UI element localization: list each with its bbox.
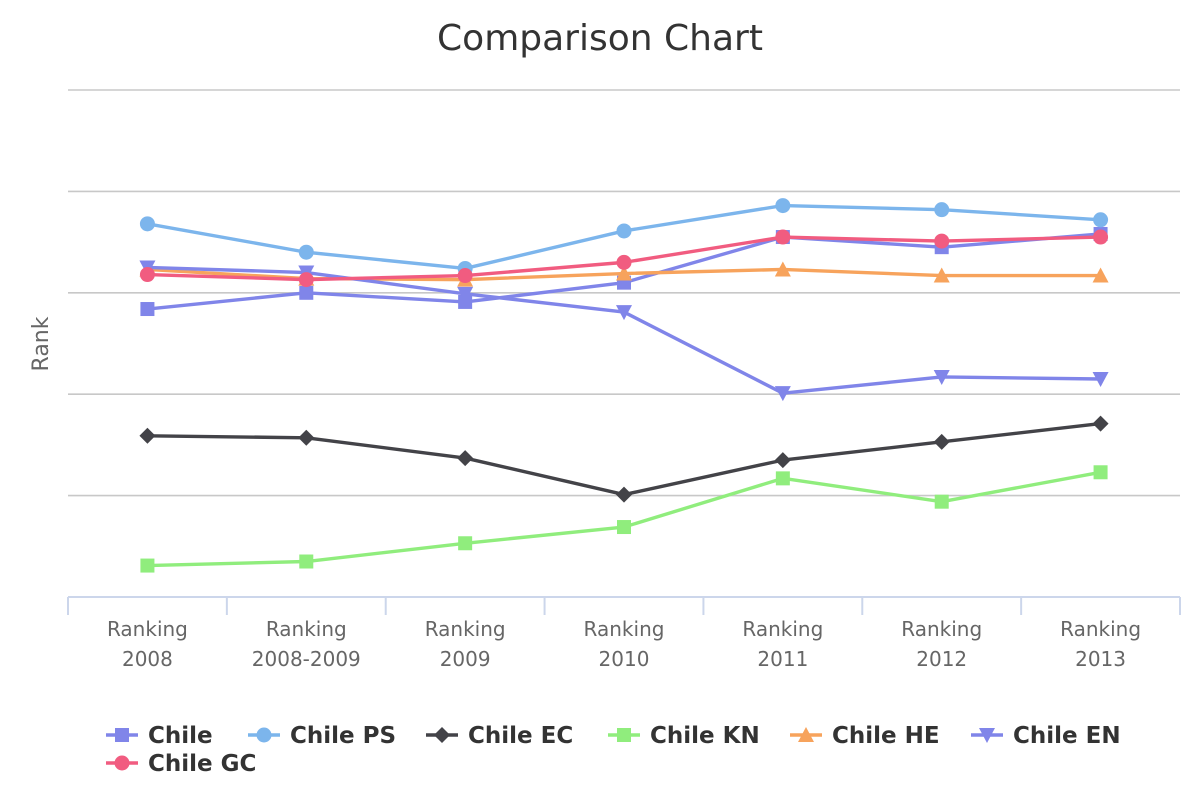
marker-circle <box>1093 229 1109 245</box>
marker-square <box>299 554 314 569</box>
legend-item-chile-ec[interactable]: Chile EC <box>426 723 573 749</box>
series-chile-gc[interactable] <box>139 229 1109 288</box>
marker-square <box>458 294 473 309</box>
series-group <box>139 198 1109 573</box>
marker-diamond <box>616 486 632 503</box>
legend-item-chile-he[interactable]: Chile HE <box>790 723 940 749</box>
x-tick-label: Ranking 2013 <box>1060 617 1141 671</box>
marker-circle <box>1093 212 1109 228</box>
marker-diamond <box>298 429 315 446</box>
marker-circle <box>139 267 155 283</box>
marker-triangle <box>774 261 791 277</box>
marker-triangle-down <box>979 728 995 743</box>
marker-circle <box>934 202 950 218</box>
marker-circle <box>298 244 314 260</box>
marker-square <box>140 302 155 317</box>
legend-label: Chile <box>148 723 213 749</box>
x-tick-label: Ranking 2008-2009 <box>252 617 361 671</box>
legend-item-chile-en[interactable]: Chile EN <box>971 723 1121 749</box>
marker-triangle <box>1092 267 1109 283</box>
series-chile-ps[interactable] <box>139 198 1109 276</box>
marker-triangle <box>798 727 814 742</box>
marker-diamond <box>139 427 156 444</box>
marker-square <box>775 471 790 486</box>
legend-label: Chile HE <box>832 723 940 749</box>
marker-diamond <box>933 433 950 450</box>
marker-square <box>115 728 129 742</box>
x-tick-label: Ranking 2012 <box>901 617 982 671</box>
legend-label: Chile KN <box>650 723 760 749</box>
marker-diamond <box>1092 415 1109 432</box>
marker-circle <box>616 254 632 270</box>
marker-circle <box>139 216 155 232</box>
marker-triangle-down <box>933 369 950 385</box>
x-tick-label: Ranking 2010 <box>584 617 665 671</box>
series-chile-ec[interactable] <box>139 415 1109 503</box>
marker-square <box>934 494 949 509</box>
chart-title: Comparison Chart <box>437 18 763 59</box>
marker-square <box>1093 465 1108 480</box>
marker-triangle-down <box>457 286 474 302</box>
legend-label: Chile GC <box>148 751 256 777</box>
legend-label: Chile EC <box>468 723 573 749</box>
marker-triangle-down <box>774 386 791 402</box>
marker-triangle-down <box>616 305 632 321</box>
marker-square <box>299 285 314 300</box>
marker-diamond <box>774 452 791 469</box>
marker-circle <box>934 233 950 249</box>
marker-square <box>617 728 631 742</box>
marker-circle <box>616 223 632 239</box>
marker-circle <box>457 268 473 284</box>
marker-square <box>140 558 155 573</box>
marker-triangle <box>616 265 632 281</box>
marker-square <box>458 536 473 551</box>
marker-circle <box>256 727 272 743</box>
marker-circle <box>775 229 791 245</box>
legend-item-chile-ps[interactable]: Chile PS <box>248 723 396 749</box>
x-tick-label: Ranking 2011 <box>742 617 823 671</box>
marker-circle <box>114 755 130 771</box>
x-tick-label: Ranking 2009 <box>425 617 506 671</box>
marker-circle <box>298 272 314 288</box>
grid-lines <box>68 89 1180 497</box>
legend[interactable]: Chile Chile PS Chile EC Chile KN Chile HE Chi… <box>106 723 1121 777</box>
legend-label: Chile EN <box>1013 723 1121 749</box>
marker-circle <box>775 198 791 214</box>
legend-item-chile-gc[interactable]: Chile GC <box>106 751 256 777</box>
marker-triangle <box>933 267 950 283</box>
x-axis: Ranking 2008 Ranking 2008-2009 Ranking 2009 Ra… <box>67 596 1181 671</box>
marker-diamond <box>434 727 450 743</box>
marker-diamond <box>457 450 474 467</box>
marker-square <box>617 520 631 535</box>
series-chile-kn[interactable] <box>140 465 1108 573</box>
y-axis-label: Rank <box>29 316 54 371</box>
marker-triangle-down <box>1092 371 1109 387</box>
legend-label: Chile PS <box>290 723 396 749</box>
legend-item-chile[interactable]: Chile <box>106 723 213 749</box>
legend-item-chile-kn[interactable]: Chile KN <box>608 723 760 749</box>
series-line <box>145 470 1103 568</box>
series-line <box>145 421 1103 497</box>
x-tick-label: Ranking 2008 <box>107 617 188 671</box>
